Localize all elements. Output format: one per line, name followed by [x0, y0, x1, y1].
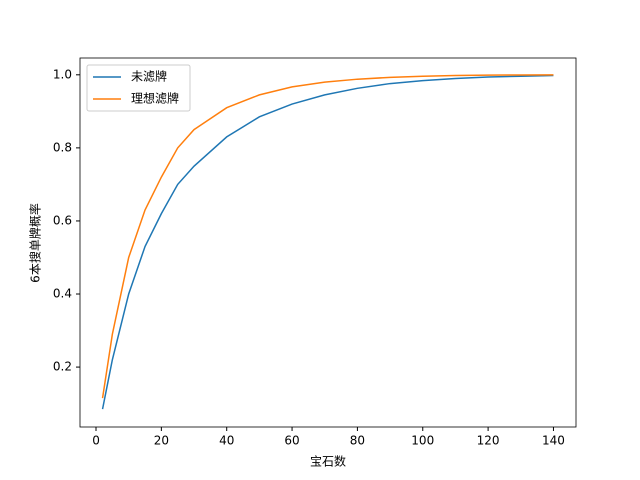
x-tick-label: 140	[542, 434, 565, 448]
line-series	[101, 74, 554, 399]
plot-frame	[79, 57, 577, 428]
y-tick-label: 0.8	[53, 140, 72, 154]
y-tick-label: 0.6	[53, 213, 72, 227]
x-tick-label: 0	[92, 434, 100, 448]
x-tick-label: 120	[477, 434, 500, 448]
y-tick-label: 0.2	[53, 360, 72, 374]
x-tick-label: 100	[411, 434, 434, 448]
legend-label: 理想滤牌	[131, 91, 179, 106]
y-tick-label: 1.0	[53, 67, 72, 81]
y-axis-label: 6本搜单牌概率	[28, 203, 43, 283]
x-tick-label: 20	[154, 434, 169, 448]
x-tick-label: 60	[284, 434, 299, 448]
x-tick-label: 40	[219, 434, 234, 448]
line-series	[101, 74, 554, 410]
legend-label: 未滤牌	[131, 70, 167, 84]
y-tick-label: 0.4	[53, 287, 72, 301]
x-axis-label: 宝石数	[310, 454, 346, 469]
x-tick-label: 80	[350, 434, 365, 448]
